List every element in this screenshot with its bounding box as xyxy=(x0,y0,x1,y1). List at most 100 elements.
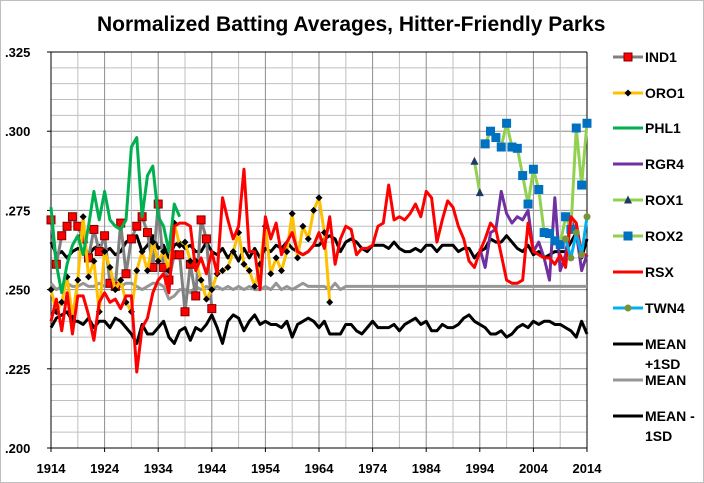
data-point-ind1 xyxy=(100,231,110,241)
data-point-ind1 xyxy=(62,221,72,231)
legend-marker xyxy=(624,89,632,97)
data-point-oro1 xyxy=(101,248,109,256)
data-point-oro1 xyxy=(294,254,302,262)
data-point-rox2 xyxy=(555,240,565,250)
legend-swatch xyxy=(613,231,643,241)
data-point-oro1 xyxy=(288,210,296,218)
x-tick-label: 1964 xyxy=(305,461,335,476)
data-point-ind1 xyxy=(142,228,152,238)
legend-label: ROX1 xyxy=(645,192,684,208)
data-point-rox2 xyxy=(571,123,581,133)
data-point-ind1 xyxy=(180,307,190,317)
legend-item-mean: MEAN xyxy=(613,370,686,390)
legend-label: RGR4 xyxy=(645,156,684,172)
data-point-oro1 xyxy=(240,260,248,268)
data-point-oro1 xyxy=(245,267,253,275)
legend-item-rox1: ROX1 xyxy=(613,190,683,210)
legend-item-mean-1sd: MEAN - 1SD xyxy=(613,406,703,446)
data-point-oro1 xyxy=(304,235,312,243)
data-point-oro1 xyxy=(176,241,184,249)
y-tick-label: .325 xyxy=(5,45,30,60)
legend-label: MEAN xyxy=(645,372,687,388)
data-point-ind1 xyxy=(89,224,99,234)
legend-swatch xyxy=(613,270,643,274)
legend-label: RSX xyxy=(645,264,674,280)
legend-swatch xyxy=(613,195,643,204)
data-point-oro1 xyxy=(133,267,141,275)
data-point-oro1 xyxy=(111,286,119,294)
data-point-oro1 xyxy=(58,298,66,306)
series-line-rox1 xyxy=(472,161,482,193)
y-tick-label: .300 xyxy=(5,124,30,139)
series-line-rsx xyxy=(49,167,587,374)
data-point-twn4 xyxy=(562,235,570,243)
data-point-ind1 xyxy=(191,291,201,301)
legend-item-twn4: TWN4 xyxy=(613,298,685,318)
series-phl1 xyxy=(49,136,182,295)
legend-item-phl1: PHL1 xyxy=(613,118,681,138)
legend-label: PHL1 xyxy=(645,120,681,136)
x-tick-label: 2014 xyxy=(573,461,603,476)
data-point-ind1 xyxy=(201,234,211,244)
data-point-oro1 xyxy=(219,267,227,275)
legend-label: MEAN - 1SD xyxy=(645,408,695,444)
data-point-oro1 xyxy=(202,295,210,303)
series-twn4 xyxy=(562,213,591,262)
legend-item-rgr4: RGR4 xyxy=(613,154,684,174)
data-point-oro1 xyxy=(229,248,237,256)
data-point-oro1 xyxy=(272,254,280,262)
data-point-oro1 xyxy=(315,194,323,202)
series-line-phl1 xyxy=(49,136,182,295)
data-point-oro1 xyxy=(277,267,285,275)
data-point-rox2 xyxy=(534,184,544,194)
legend-swatch xyxy=(613,89,643,97)
data-point-rox2 xyxy=(544,229,554,239)
x-tick-label: 1934 xyxy=(144,461,174,476)
data-point-twn4 xyxy=(572,229,580,237)
legend-item-ind1: IND1 xyxy=(613,47,677,67)
data-point-oro1 xyxy=(299,222,307,230)
data-point-rox2 xyxy=(502,118,512,128)
series-rox1 xyxy=(470,156,484,197)
data-point-rox2 xyxy=(512,143,522,153)
data-point-oro1 xyxy=(267,270,275,278)
legend-swatch xyxy=(613,126,643,130)
legend-marker xyxy=(623,231,633,241)
legend-swatch xyxy=(613,52,643,62)
data-point-rox2 xyxy=(523,199,533,209)
legend-label: IND1 xyxy=(645,49,677,65)
data-point-rox2 xyxy=(480,139,490,149)
data-point-oro1 xyxy=(47,286,55,294)
data-point-oro1 xyxy=(85,273,93,281)
data-point-ind1 xyxy=(73,221,83,231)
data-point-oro1 xyxy=(117,276,125,284)
data-point-rox2 xyxy=(528,164,538,174)
data-point-oro1 xyxy=(197,276,205,284)
data-point-ind1 xyxy=(57,231,67,241)
data-point-oro1 xyxy=(186,257,194,265)
legend-marker xyxy=(623,52,633,62)
data-point-oro1 xyxy=(90,257,98,265)
x-tick-label: 1974 xyxy=(358,461,388,476)
y-tick-label: .225 xyxy=(5,362,30,377)
data-point-ind1 xyxy=(207,304,217,314)
x-tick-label: 2004 xyxy=(519,461,549,476)
data-point-ind1 xyxy=(175,250,185,260)
data-point-rox2 xyxy=(518,171,528,181)
chart-title: Normalized Batting Averages, Hitter-Frie… xyxy=(97,13,606,36)
y-tick-label: .200 xyxy=(5,441,30,456)
data-point-oro1 xyxy=(251,282,259,290)
data-point-rox2 xyxy=(496,142,506,152)
x-tick-label: 1944 xyxy=(197,461,227,476)
data-point-twn4 xyxy=(567,254,575,262)
x-tick-label: 1994 xyxy=(465,461,495,476)
data-point-rox2 xyxy=(582,118,592,128)
legend-swatch xyxy=(613,342,643,346)
series-ind1 xyxy=(46,199,217,317)
data-point-rox2 xyxy=(491,133,501,143)
x-tick-label: 1984 xyxy=(412,461,442,476)
legend-swatch xyxy=(613,304,643,312)
legend-label: ROX2 xyxy=(645,228,684,244)
